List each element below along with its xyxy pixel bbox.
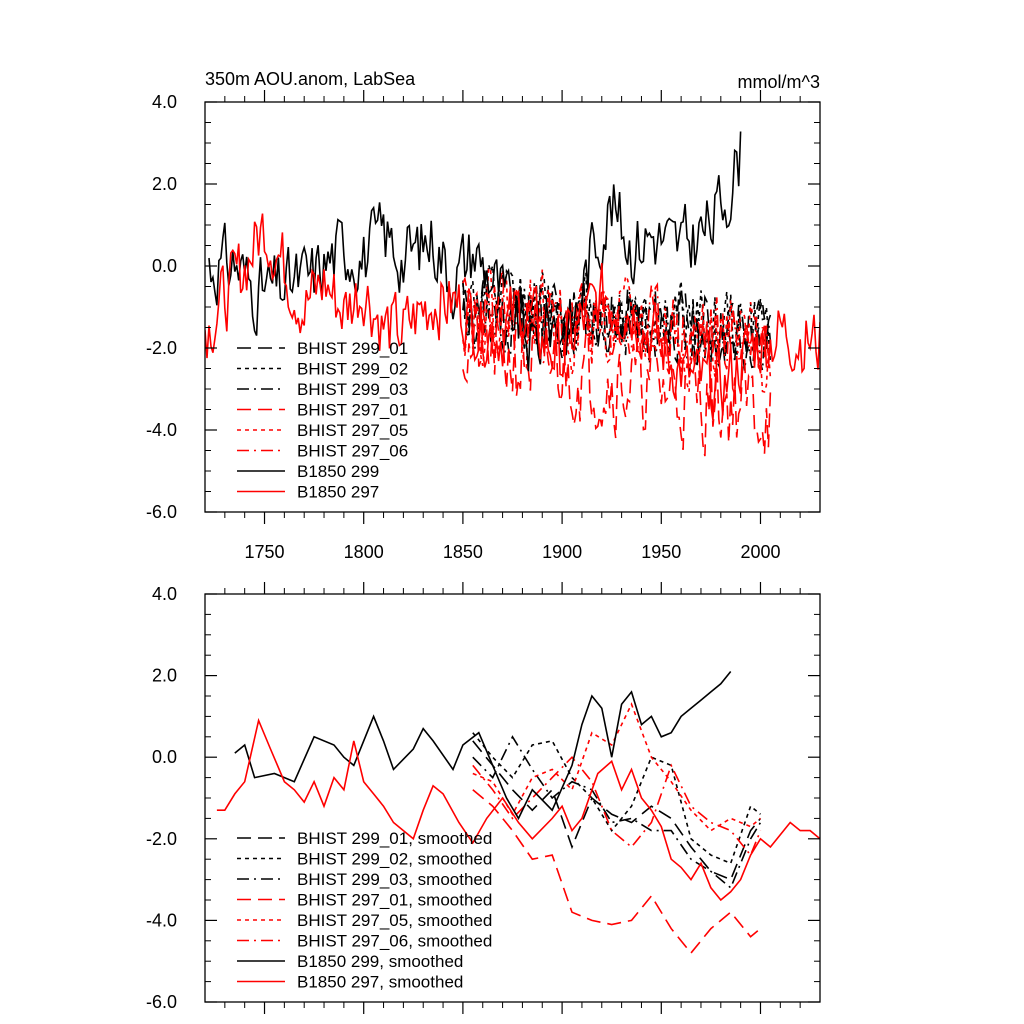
bottom-axes: -6.0 -4.0 -2.0 0.0 2.0 4.0 <box>146 582 821 1014</box>
legend-label: BHIST 297_05 <box>297 421 408 440</box>
bottom-plot-area <box>216 670 820 955</box>
legend-label: BHIST 297_05, smoothed <box>297 911 492 930</box>
series-line-b1850-299-smoothed <box>234 670 732 821</box>
series-line-bhist-297-01 <box>462 304 772 457</box>
series-line-b1850-297-smoothed <box>216 717 820 902</box>
legend-label: BHIST 299_01 <box>297 339 408 358</box>
legend-label: B1850 297 <box>297 483 379 502</box>
series-line-bhist-299-02-smoothed <box>472 732 762 865</box>
x-tick-label: 2000 <box>740 542 780 562</box>
y-tick-label: -4.0 <box>146 420 177 440</box>
y-tick-label: -2.0 <box>146 338 177 358</box>
x-tick-label: 1950 <box>641 542 681 562</box>
y-tick-label: 4.0 <box>152 584 177 604</box>
bottom-legend: BHIST 299_01, smoothed BHIST 299_02, smoo… <box>237 829 492 992</box>
x-tick-label: 1900 <box>542 542 582 562</box>
legend-label: BHIST 297_01 <box>297 401 408 420</box>
legend-label: BHIST 297_01, smoothed <box>297 891 492 910</box>
series-line-b1850-297 <box>205 213 820 421</box>
legend-label: BHIST 299_02, smoothed <box>297 850 492 869</box>
legend-label: B1850 299, smoothed <box>297 952 463 971</box>
legend-label: BHIST 299_02 <box>297 360 408 379</box>
top-panel-title: 350m AOU.anom, LabSea <box>205 69 416 89</box>
top-axes: -6.0 -4.0 -2.0 0.0 2.0 4.0 1750 1800 1850 1900 195… <box>146 90 821 562</box>
y-tick-label: 4.0 <box>152 92 177 112</box>
top-plot-area <box>205 131 820 457</box>
series-line-bhist-297-05-smoothed <box>472 702 762 832</box>
y-tick-label: 2.0 <box>152 666 177 686</box>
y-tick-label: 2.0 <box>152 174 177 194</box>
y-tick-label: -6.0 <box>146 502 177 522</box>
x-tick-label: 1750 <box>244 542 284 562</box>
top-panel-units: mmol/m^3 <box>738 72 820 92</box>
legend-label: BHIST 297_06, smoothed <box>297 932 492 951</box>
series-line-bhist-297-06-smoothed <box>472 755 762 857</box>
x-tick-label: 1800 <box>344 542 384 562</box>
x-tick-label: 1850 <box>443 542 483 562</box>
legend-label: BHIST 297_06 <box>297 442 408 461</box>
top-panel: 350m AOU.anom, LabSea mmol/m^3 -6.0-4.0-… <box>146 69 821 562</box>
legend-label: BHIST 299_03, smoothed <box>297 870 492 889</box>
bottom-panel: -6.0 -4.0 -2.0 0.0 2.0 4.0 BHIST 299_01, smoo… <box>146 582 821 1014</box>
series-line-bhist-297-01-smoothed <box>472 789 762 955</box>
series-line-bhist-299-03-smoothed <box>472 735 762 890</box>
y-tick-label: -4.0 <box>146 910 177 930</box>
legend-label: B1850 297, smoothed <box>297 973 463 992</box>
y-tick-label: 0.0 <box>152 747 177 767</box>
series-line-b1850-299 <box>208 131 742 372</box>
y-tick-label: -2.0 <box>146 829 177 849</box>
legend-label: B1850 299 <box>297 462 379 481</box>
y-tick-label: 0.0 <box>152 256 177 276</box>
legend-label: BHIST 299_03 <box>297 380 408 399</box>
legend-label: BHIST 299_01, smoothed <box>297 829 492 848</box>
y-tick-label: -6.0 <box>146 992 177 1012</box>
series-line-bhist-299-01-smoothed <box>472 740 762 881</box>
